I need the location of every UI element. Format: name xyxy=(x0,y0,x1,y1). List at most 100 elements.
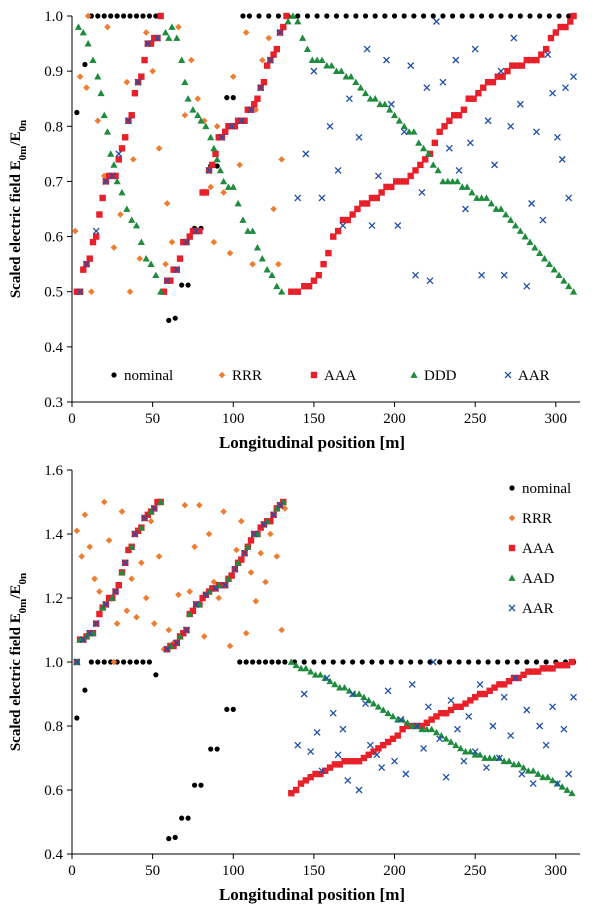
data-point xyxy=(276,29,284,37)
data-point xyxy=(509,62,516,69)
data-point xyxy=(224,706,230,712)
data-point xyxy=(379,659,385,665)
data-point xyxy=(163,645,171,653)
data-point xyxy=(262,578,269,586)
data-point xyxy=(524,659,530,665)
data-point xyxy=(507,216,515,223)
data-point xyxy=(113,177,121,185)
data-point xyxy=(95,13,101,19)
data-point xyxy=(389,712,397,720)
data-point xyxy=(412,271,419,279)
data-point xyxy=(134,78,142,86)
data-point xyxy=(191,543,198,551)
data-point xyxy=(346,758,353,765)
data-point xyxy=(278,156,285,163)
data-point xyxy=(147,260,155,268)
data-point xyxy=(180,238,187,246)
data-point xyxy=(375,745,382,752)
data-point xyxy=(108,594,116,601)
data-point xyxy=(508,544,516,552)
data-point xyxy=(134,527,142,534)
data-point xyxy=(112,588,120,596)
data-point xyxy=(241,549,249,557)
data-point xyxy=(410,371,418,378)
data-point xyxy=(553,780,561,788)
data-point xyxy=(208,746,214,752)
data-point xyxy=(318,767,326,775)
data-point xyxy=(331,680,339,688)
data-point xyxy=(218,582,226,589)
data-point xyxy=(502,210,510,218)
data-point xyxy=(317,770,324,778)
data-point xyxy=(441,123,448,130)
data-point xyxy=(408,680,416,688)
data-point xyxy=(488,13,494,19)
data-point xyxy=(236,161,244,169)
data-point xyxy=(214,746,220,752)
data-point xyxy=(516,100,524,108)
y-axis-label: Scaled electric field E0m/E0n xyxy=(8,120,29,298)
data-point xyxy=(196,227,203,235)
data-point xyxy=(166,836,172,842)
data-point xyxy=(484,78,492,86)
data-point xyxy=(205,530,213,538)
data-point xyxy=(483,764,490,772)
data-point xyxy=(128,543,136,550)
data-point xyxy=(342,73,350,80)
data-point xyxy=(140,13,146,19)
data-point xyxy=(289,12,297,19)
x-tick-label: 0 xyxy=(68,411,76,427)
data-point xyxy=(105,537,113,544)
data-point xyxy=(533,659,540,665)
data-point xyxy=(179,282,185,288)
data-point xyxy=(334,751,342,759)
y-axis-label: Scaled electric field E0m/E0n xyxy=(8,573,29,751)
data-point xyxy=(267,518,274,525)
data-point xyxy=(511,221,520,229)
data-point xyxy=(199,594,206,602)
data-point xyxy=(183,238,190,246)
data-point xyxy=(318,194,326,202)
data-point xyxy=(140,659,146,665)
data-point xyxy=(307,748,315,756)
data-point xyxy=(570,73,578,81)
data-point xyxy=(209,585,216,592)
data-point xyxy=(513,62,521,69)
series-aaa xyxy=(73,498,576,797)
data-point xyxy=(228,122,236,130)
data-point xyxy=(94,117,102,125)
data-point xyxy=(382,13,388,19)
data-point xyxy=(504,659,511,665)
data-point xyxy=(181,111,189,119)
data-point xyxy=(115,582,122,589)
data-point xyxy=(437,732,445,739)
data-point xyxy=(417,161,424,169)
data-point xyxy=(452,56,460,64)
data-point xyxy=(117,211,124,218)
data-point xyxy=(344,216,351,224)
data-point xyxy=(354,205,361,213)
data-point xyxy=(428,725,436,733)
data-point xyxy=(566,13,572,19)
data-point xyxy=(350,690,358,697)
data-point xyxy=(209,161,216,169)
data-point xyxy=(263,62,271,69)
data-point xyxy=(523,282,531,290)
data-point xyxy=(402,178,410,185)
data-point xyxy=(244,106,251,113)
data-point xyxy=(374,172,382,180)
data-point xyxy=(270,511,278,519)
data-point xyxy=(278,626,285,634)
data-point xyxy=(496,681,503,688)
data-point xyxy=(378,764,386,772)
data-point xyxy=(231,565,239,573)
data-point xyxy=(476,680,484,688)
data-point xyxy=(366,741,374,749)
x-tick-label: 150 xyxy=(303,411,326,427)
data-point xyxy=(563,786,571,793)
data-point xyxy=(224,95,230,101)
y-tick-label: 0.8 xyxy=(44,719,63,735)
data-point xyxy=(447,696,455,704)
data-point xyxy=(395,117,403,124)
data-point xyxy=(400,128,408,136)
